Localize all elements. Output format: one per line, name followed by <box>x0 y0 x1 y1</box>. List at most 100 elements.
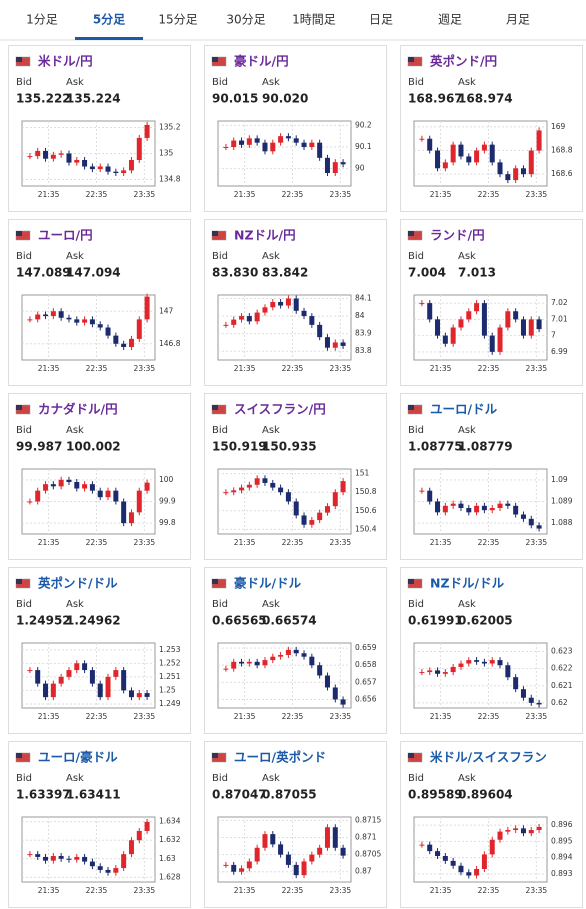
candle <box>105 869 111 873</box>
candle <box>450 860 456 866</box>
x-tick-label: 23:35 <box>134 190 156 199</box>
bid-label: Bid <box>212 251 228 262</box>
candle <box>489 839 495 855</box>
tab[interactable]: 30分足 <box>226 13 265 27</box>
candle <box>317 665 323 676</box>
candle <box>74 482 80 489</box>
card-title[interactable]: 豪ドル/ドル <box>234 576 302 591</box>
y-tick-label: 1.63 <box>159 854 176 863</box>
candle <box>136 137 142 160</box>
candle <box>458 865 464 873</box>
candle <box>427 138 433 151</box>
candle <box>97 324 103 328</box>
card-title[interactable]: ランド/円 <box>430 228 485 243</box>
candle <box>309 854 315 862</box>
candle <box>489 335 495 352</box>
x-tick-label: 21:35 <box>234 886 256 895</box>
x-tick-label: 22:35 <box>282 538 304 547</box>
candle <box>43 683 49 698</box>
candle <box>278 487 284 493</box>
y-tick-label: 1.253 <box>159 645 181 654</box>
x-tick-label: 21:35 <box>430 538 452 547</box>
candle <box>231 319 237 325</box>
tab[interactable]: 日足 <box>369 13 393 27</box>
card-title[interactable]: スイスフラン/円 <box>234 402 326 417</box>
candle <box>270 482 276 488</box>
candle <box>481 661 487 664</box>
tab[interactable]: 15分足 <box>158 13 197 27</box>
candle <box>128 160 134 171</box>
card-title[interactable]: NZドル/ドル <box>430 576 505 591</box>
candle <box>332 827 338 848</box>
bid-label: Bid <box>408 77 424 88</box>
candle <box>35 314 41 320</box>
card-title[interactable]: 英ポンド/円 <box>430 54 497 69</box>
candle <box>520 828 526 834</box>
candle <box>450 144 456 163</box>
flag-canton <box>212 405 218 410</box>
y-tick-label: 90.1 <box>355 142 372 151</box>
tab[interactable]: 1時間足 <box>292 13 336 27</box>
candle <box>50 154 56 159</box>
ask-label: Ask <box>66 251 84 262</box>
candle <box>97 490 103 498</box>
candle <box>309 142 315 147</box>
candle <box>450 666 456 673</box>
card-title[interactable]: ユーロ/豪ドル <box>38 750 118 765</box>
candle <box>121 343 127 347</box>
candle <box>89 861 95 867</box>
tab[interactable]: 週足 <box>438 13 462 27</box>
card-title[interactable]: 豪ドル/円 <box>234 54 289 69</box>
candle <box>231 140 237 147</box>
candle <box>536 826 542 830</box>
candle <box>223 668 229 670</box>
candle <box>442 335 448 344</box>
candle <box>43 856 49 861</box>
candle <box>481 505 487 511</box>
bid-label: Bid <box>408 773 424 784</box>
candle <box>466 311 472 320</box>
card-title[interactable]: カナダドル/円 <box>38 402 118 417</box>
tab[interactable]: 1分足 <box>26 13 58 27</box>
bid-label: Bid <box>212 599 228 610</box>
bid-value: 168.967 <box>408 92 463 106</box>
card-title[interactable]: 米ドル/円 <box>37 54 93 69</box>
ask-value: 0.87055 <box>262 788 317 802</box>
y-tick-label: 1.09 <box>551 475 568 484</box>
candle <box>231 661 237 669</box>
candle <box>113 335 119 344</box>
candle <box>82 160 88 167</box>
ask-value: 0.89604 <box>458 788 513 802</box>
candle <box>246 138 252 145</box>
card-title[interactable]: ユーロ/英ポンド <box>234 750 326 765</box>
flag-canton <box>212 231 218 236</box>
y-tick-label: 1.634 <box>159 817 181 826</box>
y-tick-label: 100 <box>159 475 174 484</box>
candle <box>113 171 119 173</box>
tab[interactable]: 月足 <box>506 13 530 27</box>
candle <box>239 661 245 664</box>
card-title[interactable]: ユーロ/円 <box>38 228 93 243</box>
candle <box>246 861 252 869</box>
x-tick-label: 21:35 <box>38 886 60 895</box>
candle <box>513 311 519 320</box>
card-title[interactable]: 米ドル/スイスフラン <box>429 750 547 765</box>
candle <box>270 834 276 845</box>
candle <box>43 150 49 159</box>
candle <box>35 490 41 502</box>
bid-value: 1.24952 <box>16 614 71 628</box>
flag-canton <box>16 405 22 410</box>
card-title[interactable]: ユーロ/ドル <box>430 402 498 417</box>
candle <box>144 693 150 697</box>
candle <box>309 520 315 525</box>
card-title[interactable]: 英ポンド/ドル <box>38 576 118 591</box>
x-tick-label: 21:35 <box>38 190 60 199</box>
candle <box>246 484 252 488</box>
card-title[interactable]: NZドル/円 <box>234 228 296 243</box>
y-tick-label: 99.9 <box>159 497 176 506</box>
candle <box>293 501 299 516</box>
candle <box>27 156 33 158</box>
tab[interactable]: 5分足 <box>93 12 125 27</box>
bid-value: 135.222 <box>16 92 71 106</box>
candle <box>43 484 49 491</box>
